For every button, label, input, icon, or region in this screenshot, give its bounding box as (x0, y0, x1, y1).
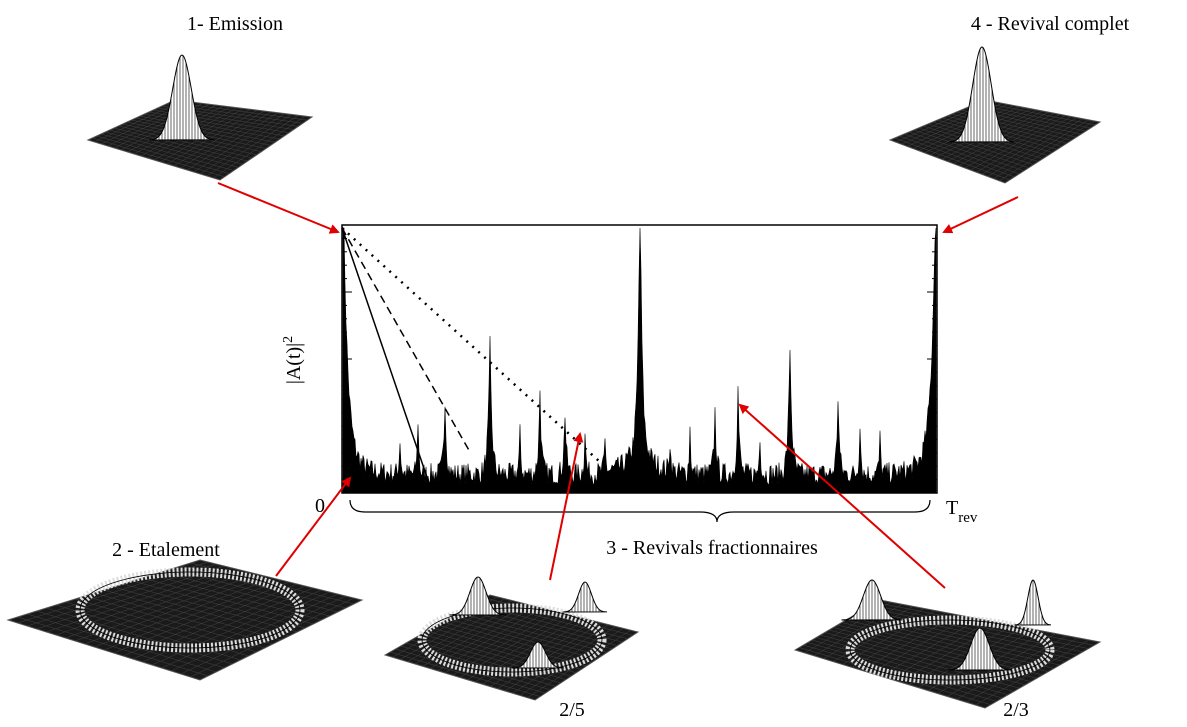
arrows (217, 182, 1019, 589)
surface-peak (511, 641, 565, 669)
arrow (549, 432, 584, 581)
brace (349, 499, 931, 523)
surface-grid (180, 111, 272, 169)
surface-grid (458, 612, 608, 653)
arrow (738, 403, 946, 589)
surface-grid (160, 109, 251, 163)
end-label: Trev (946, 497, 978, 526)
surface-grid (123, 583, 298, 633)
surface-grid (993, 119, 1089, 179)
surface-grid (871, 604, 1089, 649)
surface-grid (113, 581, 290, 654)
y-label: |A(t)| (283, 343, 305, 384)
surface-grid (113, 586, 290, 637)
surface-grid (442, 621, 592, 663)
label-revivals-fractionnaires: 3 - Revivals fractionnaires (606, 537, 818, 559)
surface-grid (142, 577, 314, 625)
surface-ring (79, 571, 301, 649)
surface-grid (474, 603, 623, 643)
label-revival-complet: 4 - Revival complet (971, 13, 1130, 35)
surface-grid (173, 110, 265, 167)
surface-grid (140, 115, 276, 143)
surface-grid (151, 574, 322, 621)
surface-grid (142, 587, 314, 663)
t-subscript: rev (958, 510, 978, 526)
origin-label: 0 (315, 495, 325, 517)
label-etalement: 2 - Etalement (112, 539, 220, 561)
solid-envelope (341, 227, 431, 487)
surface-grid (999, 120, 1095, 182)
surface-grid (453, 615, 603, 657)
surface-peak (562, 581, 608, 613)
surface-grid (889, 620, 991, 680)
surface-grid (875, 602, 1095, 646)
fraction-label: 2/3 (1003, 699, 1029, 721)
t-label: T (946, 497, 958, 519)
surface-grid (463, 609, 613, 650)
surface-grid (447, 618, 597, 660)
surface-grid (171, 568, 338, 613)
fraction-label: 2/5 (559, 699, 585, 721)
arrow (942, 196, 1019, 234)
surface-grid (479, 600, 628, 640)
surface-grid (946, 633, 1057, 697)
dotted-envelope (341, 227, 601, 463)
surface-grid (862, 609, 1078, 656)
surface-grid (180, 565, 346, 609)
surface-peak (947, 627, 1013, 671)
surface-grid (504, 624, 609, 692)
surfaces (6, 46, 1102, 709)
surface-ring (849, 619, 1051, 681)
surface-grid (171, 593, 338, 672)
surface-grid (527, 629, 631, 698)
surface-grid (213, 115, 306, 179)
surface-grid (975, 639, 1090, 706)
surface-grid (206, 115, 299, 177)
surface-grid (193, 113, 285, 173)
arrow (275, 476, 352, 577)
autocorrelation-signal (342, 227, 937, 494)
surface-grid (161, 591, 330, 669)
surface-grid (135, 117, 271, 146)
surface-grid (167, 109, 258, 165)
surface-grid (161, 571, 330, 617)
surface-plate (6, 559, 364, 681)
arrow (217, 182, 340, 234)
surface-grid (850, 617, 1060, 666)
label-emission: 1- Emission (187, 13, 283, 35)
surface-grid (867, 607, 1083, 653)
surface-grid (976, 116, 1072, 173)
surface-grid (980, 101, 1096, 126)
surface-grid (970, 115, 1066, 171)
surface-grid (200, 114, 292, 175)
surface-peak (449, 576, 507, 616)
surface-grid (186, 112, 278, 171)
surface-ring (421, 607, 603, 673)
surface-grid (981, 117, 1078, 175)
surface-grid (987, 118, 1083, 177)
dashed-envelope (341, 227, 471, 453)
y-axis-label: |A(t)|2 (281, 336, 305, 384)
surface-grid (497, 622, 602, 689)
y-exponent: 2 (281, 336, 296, 343)
surface-grid (132, 580, 306, 629)
